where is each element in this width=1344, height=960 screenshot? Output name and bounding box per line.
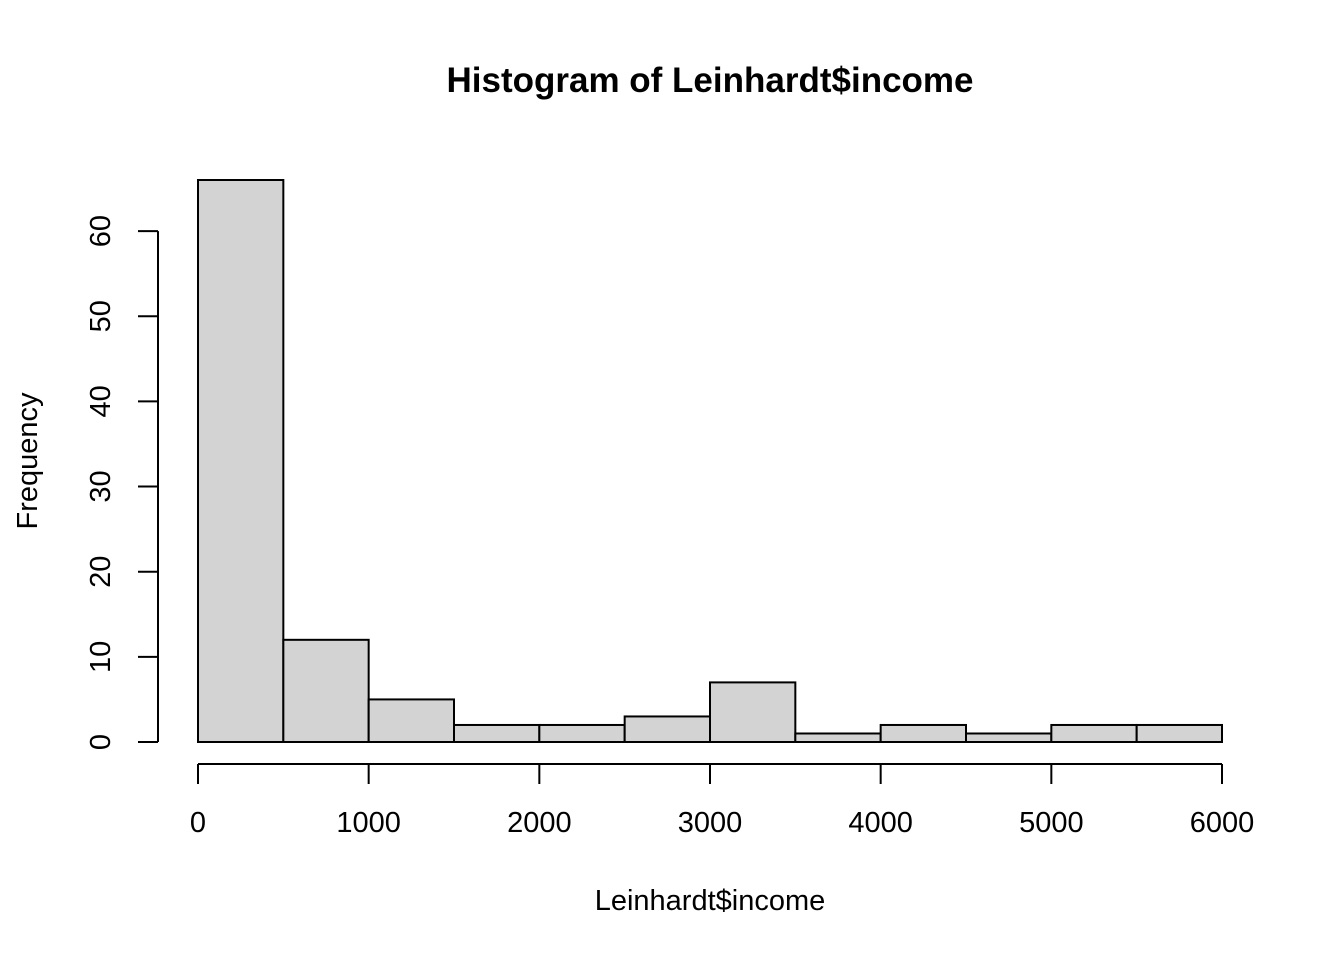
histogram-bar-2000-2500 xyxy=(538,723,626,744)
x-tick-label-2000: 2000 xyxy=(507,807,572,839)
y-axis: 0 10 20 30 40 50 60 xyxy=(85,215,159,750)
y-tick-label-0: 0 xyxy=(85,734,117,750)
histogram-bar-1000-1500 xyxy=(367,698,455,744)
chart-title: Histogram of Leinhardt$income xyxy=(446,61,973,100)
histogram-bar-1500-2000 xyxy=(453,723,541,744)
histogram-bar-5000-5500 xyxy=(1050,723,1138,744)
y-tick-label-50: 50 xyxy=(85,300,117,332)
x-tick-label-0: 0 xyxy=(190,807,206,839)
x-tick-label-4000: 4000 xyxy=(848,807,913,839)
histogram-bar-3000-3500 xyxy=(709,681,797,743)
y-tick-label-20: 20 xyxy=(85,556,117,588)
x-tick-label-6000: 6000 xyxy=(1190,807,1255,839)
histogram-bar-500-1000 xyxy=(282,638,370,743)
y-tick-label-60: 60 xyxy=(85,215,117,247)
histogram-bar-3500-4000 xyxy=(794,732,882,744)
y-axis-label: Frequency xyxy=(12,392,44,530)
bars-group xyxy=(197,179,1223,744)
y-tick-label-10: 10 xyxy=(85,641,117,673)
y-tick-label-40: 40 xyxy=(85,385,117,417)
x-tick-label-3000: 3000 xyxy=(678,807,743,839)
histogram-bar-4500-5000 xyxy=(965,732,1053,744)
x-tick-label-1000: 1000 xyxy=(336,807,401,839)
x-axis: 0 1000 2000 3000 4000 5000 6000 xyxy=(190,763,1255,839)
x-axis-label: Leinhardt$income xyxy=(595,885,826,917)
histogram-bar-0-500 xyxy=(197,179,285,743)
x-tick-label-5000: 5000 xyxy=(1019,807,1084,839)
histogram-bar-5500-6000 xyxy=(1135,723,1223,744)
y-tick-label-30: 30 xyxy=(85,470,117,502)
histogram-bar-4000-4500 xyxy=(879,723,968,744)
histogram-bar-2500-3000 xyxy=(623,715,712,743)
